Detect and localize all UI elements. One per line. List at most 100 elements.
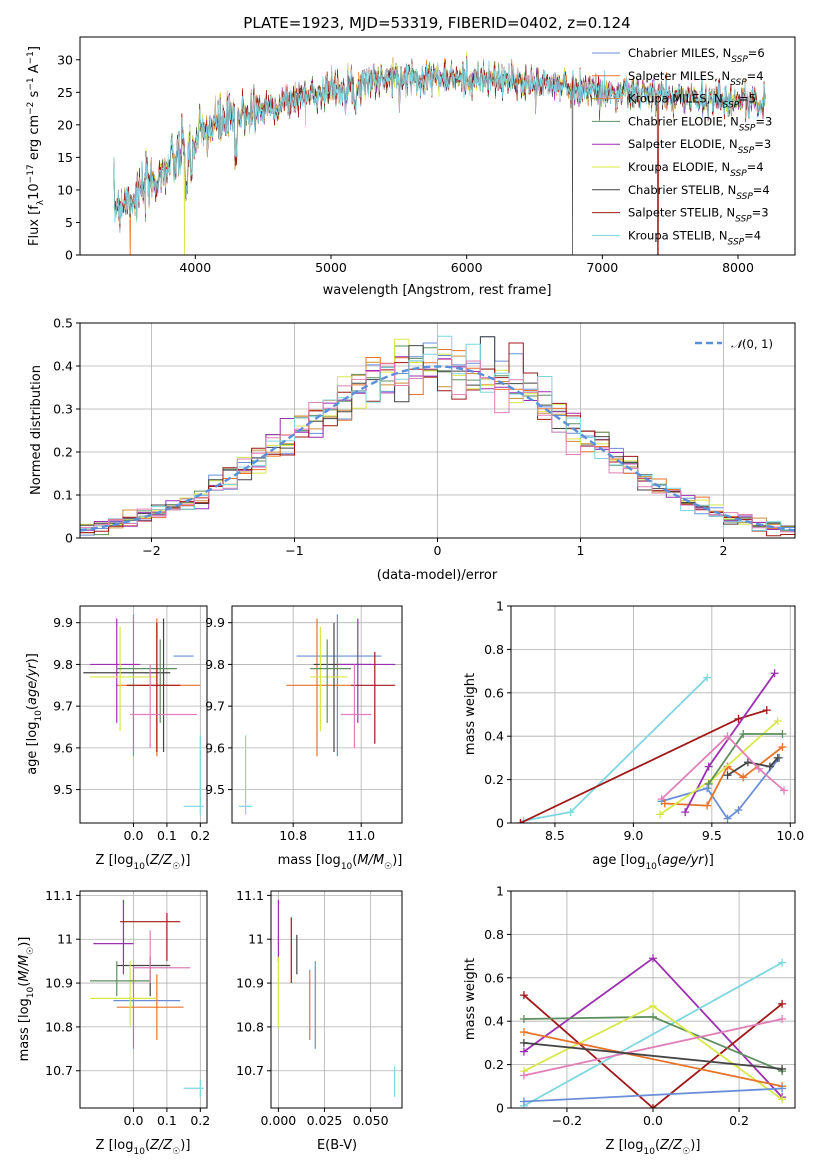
y-tick-label: 0.3 — [53, 402, 73, 417]
x-tick-label: 0.0 — [124, 1113, 144, 1128]
massweight-marker — [773, 753, 782, 762]
massweight-marker — [660, 799, 669, 808]
massweight-line — [523, 1087, 783, 1103]
residuals-xlabel: (data-model)/error — [377, 568, 498, 583]
legend-entry: Kroupa STELIB, NSSP=4 — [628, 228, 761, 247]
age-vs-Z-axes-plot-area — [83, 614, 204, 815]
massweight-marker — [734, 714, 743, 723]
x-tick-label: 6000 — [451, 260, 483, 275]
massweight-line — [660, 734, 785, 800]
massweight-vs-Z-axes: −0.2 0.0 0.2 0 0.2 0.4 0.6 0.8 1 — [484, 884, 796, 1128]
x-tick-label: 10.0 — [776, 828, 804, 843]
histogram-step — [80, 335, 795, 531]
legend-entry: Chabrier ELODIE, NSSP=3 — [628, 114, 772, 133]
figure-title: PLATE=1923, MJD=53319, FIBERID=0402, z=0… — [243, 14, 630, 32]
mass-vs-Z-axes-frame — [79, 890, 208, 1109]
mass-vs-ebv-xlabel: E(B-V) — [317, 1138, 357, 1153]
massweight-marker — [780, 786, 789, 795]
y-tick-label: 11.1 — [236, 888, 264, 903]
y-tick-label: 10.9 — [45, 976, 73, 991]
massweight-marker — [723, 732, 732, 741]
legend-entry: Kroupa MILES, NSSP=5 — [628, 92, 756, 111]
massweight-marker — [734, 805, 743, 814]
massweight-vs-age-axes-frame — [510, 605, 796, 824]
legend-entry: 𝒩(0, 1) — [731, 337, 773, 351]
y-tick-label: 0.6 — [484, 685, 504, 700]
age-vs-Z-axes: 0.0 0.1 0.2 9.5 9.6 9.7 9.8 9.9 — [53, 605, 210, 843]
y-tick-label: 0.2 — [484, 1057, 504, 1072]
massweight-marker — [519, 1047, 528, 1056]
y-tick-label: 15 — [57, 150, 73, 165]
age-vs-mass-xlabel: mass [log10(M/M☉)] — [278, 853, 403, 872]
y-tick-label: 9.7 — [53, 699, 73, 714]
x-tick-label: −0.2 — [552, 1113, 582, 1128]
age-vs-Z-xlabel: Z [log10(Z/Z☉)] — [96, 853, 191, 872]
y-tick-label: 9.8 — [53, 657, 73, 672]
x-tick-label: 2 — [720, 543, 728, 558]
x-tick-label: 0.050 — [353, 1113, 389, 1128]
massweight-line — [523, 676, 708, 822]
mass-vs-ebv-axes-frame — [270, 890, 403, 1109]
massweight-vs-Z-axes-plot-area — [519, 954, 787, 1108]
age-vs-mass-axes-plot-area — [238, 614, 396, 815]
spectrum-xlabel: wavelength [Angstrom, rest frame] — [323, 283, 552, 298]
massweight-vs-Z-xlabel: Z [log10(Z/Z☉)] — [606, 1138, 701, 1157]
x-tick-label: 0.1 — [157, 1113, 177, 1128]
spectrum-legend: Chabrier MILES, NSSP=6 Salpeter MILES, NS… — [592, 46, 772, 247]
massweight-marker — [754, 764, 763, 773]
y-tick-label: 11.1 — [45, 888, 73, 903]
legend-entry: Chabrier STELIB, NSSP=4 — [628, 183, 770, 202]
x-tick-label: 9.5 — [702, 828, 722, 843]
y-tick-label: 0.4 — [484, 1014, 504, 1029]
massweight-marker — [657, 795, 666, 804]
x-tick-label: 8.5 — [545, 828, 565, 843]
mass-vs-Z-axes-plot-area — [90, 899, 204, 1098]
massweight-marker — [704, 762, 713, 771]
x-tick-label: −2 — [142, 543, 160, 558]
massweight-vs-age-ylabel: mass weight — [463, 673, 478, 755]
x-tick-label: 0.1 — [157, 828, 177, 843]
massweight-marker — [704, 779, 713, 788]
x-tick-label: 0.025 — [307, 1113, 343, 1128]
y-tick-label: 10.9 — [236, 976, 264, 991]
age-vs-Z-ylabel: age [log10(age/yr)] — [25, 653, 44, 775]
massweight-line — [523, 994, 783, 1108]
y-tick-label: 9.9 — [53, 615, 73, 630]
massweight-marker — [778, 1084, 787, 1093]
y-tick-label: 0.4 — [484, 729, 504, 744]
massweight-marker — [519, 1015, 528, 1024]
spectrum-ylabel: Flux [fλ10−17 erg cm−2 s−1 A−1] — [26, 46, 46, 246]
massweight-marker — [703, 801, 712, 810]
massweight-line — [727, 757, 779, 777]
y-tick-label: 0.6 — [484, 970, 504, 985]
legend-entry: Kroupa ELODIE, NSSP=4 — [628, 160, 764, 179]
massweight-marker — [723, 771, 732, 780]
histogram-step — [80, 336, 795, 527]
massweight-marker — [649, 1012, 657, 1021]
spectrum-axes-plot-area — [113, 51, 766, 255]
massweight-marker — [778, 958, 787, 967]
y-tick-label: 0 — [496, 1101, 504, 1116]
y-tick-label: 10.8 — [45, 1019, 73, 1034]
y-tick-label: 9.6 — [205, 740, 225, 755]
massweight-marker — [516, 819, 525, 823]
mass-vs-Z-axes: 0.0 0.1 0.2 10.7 10.8 10.9 11 11.1 — [45, 888, 210, 1128]
legend-entry: Salpeter ELODIE, NSSP=3 — [628, 137, 771, 156]
y-tick-label: 9.6 — [53, 740, 73, 755]
massweight-marker — [762, 706, 771, 715]
y-tick-label: 0.8 — [484, 642, 504, 657]
massweight-marker — [519, 1028, 528, 1037]
massweight-marker — [743, 758, 752, 767]
massweight-marker — [566, 808, 575, 817]
y-tick-label: 0 — [65, 531, 73, 546]
age-vs-Z-axes-frame — [79, 605, 208, 824]
x-tick-label: 5000 — [315, 260, 347, 275]
spectrum-axes-frame — [79, 36, 796, 256]
residuals-legend: 𝒩(0, 1) — [695, 337, 773, 351]
massweight-marker — [739, 773, 748, 782]
y-tick-label: 20 — [57, 117, 73, 132]
massweight-marker — [703, 784, 712, 793]
x-tick-label: 0 — [434, 543, 442, 558]
massweight-marker — [778, 730, 787, 739]
